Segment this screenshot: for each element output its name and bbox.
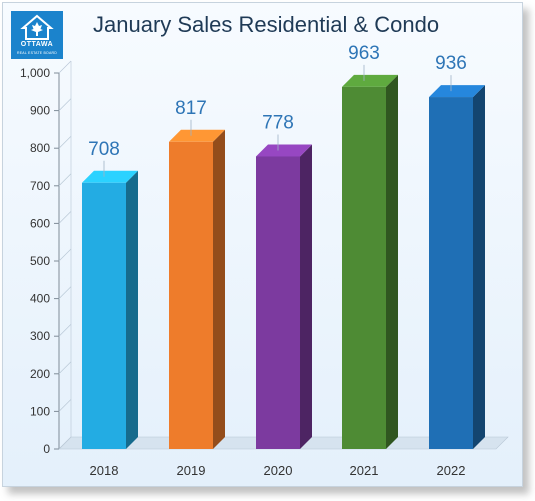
y-tick-label: 800	[30, 141, 50, 155]
y-tick-depth-line	[58, 399, 72, 412]
y-tick-label: 400	[30, 292, 50, 306]
y-tick-depth-line	[58, 436, 72, 450]
y-tick-label: 600	[30, 216, 50, 230]
bar-side-2019	[213, 129, 225, 450]
logo-subtext: REAL ESTATE BOARD	[17, 51, 57, 55]
bar-2018	[82, 182, 126, 450]
bar-side-2022	[473, 85, 485, 450]
bar-top-2022	[429, 85, 485, 98]
data-label-2022: 936	[435, 53, 467, 74]
y-tick-depth-line	[58, 173, 72, 187]
x-tick-label: 2022	[437, 463, 466, 478]
y-tick-label: 500	[30, 254, 50, 268]
logo-word: OTTAWA	[20, 41, 54, 48]
bar-side-2021	[386, 74, 398, 450]
x-tick-label: 2021	[350, 463, 379, 478]
ottawa-real-estate-board-logo: OTTAWA REAL ESTATE BOARD	[11, 11, 63, 59]
y-tick-depth-line	[58, 248, 72, 262]
bar-top-2018	[82, 170, 138, 183]
x-tick-label: 2018	[90, 463, 119, 478]
y-tick-depth-line	[58, 98, 72, 111]
y-tick-label: 200	[30, 367, 50, 381]
bar-side-2018	[126, 170, 138, 450]
bar-top-2021	[342, 74, 398, 87]
chart-frame: OTTAWA REAL ESTATE BOARD January Sales R…	[2, 2, 523, 487]
chart-title: January Sales Residential & Condo	[93, 12, 440, 37]
bar-2019	[169, 141, 213, 450]
data-label-2021: 963	[348, 43, 380, 64]
x-tick-label: 2020	[264, 463, 293, 478]
house-maple-leaf-icon	[20, 14, 54, 40]
bar-top-2019	[169, 129, 225, 142]
y-tick-label: 900	[30, 104, 50, 118]
y-tick-depth-line	[58, 286, 72, 299]
data-label-2020: 778	[262, 112, 294, 133]
bar-side-2020	[300, 144, 312, 450]
y-tick-label: 0	[43, 442, 50, 456]
y-tick-depth-line	[58, 323, 72, 337]
y-tick-depth-line	[58, 361, 72, 375]
y-tick-label: 700	[30, 179, 50, 193]
bar-2020	[256, 156, 300, 450]
bar-chart: 0 100 200 300 400 500 600 700 800 900 1,000 708 2018…	[20, 43, 509, 478]
data-label-2019: 817	[175, 98, 207, 119]
y-tick-depth-line	[58, 60, 72, 74]
y-tick-depth-line	[58, 211, 72, 224]
bar-2021	[342, 86, 386, 450]
x-tick-label: 2019	[177, 463, 206, 478]
y-tick-label: 100	[30, 404, 50, 418]
y-tick-depth-line	[58, 135, 72, 149]
bar-top-2020	[256, 144, 312, 157]
bar-2022	[429, 97, 473, 450]
y-tick-label: 300	[30, 329, 50, 343]
y-tick-label: 1,000	[20, 66, 50, 80]
data-label-2018: 708	[88, 139, 120, 160]
